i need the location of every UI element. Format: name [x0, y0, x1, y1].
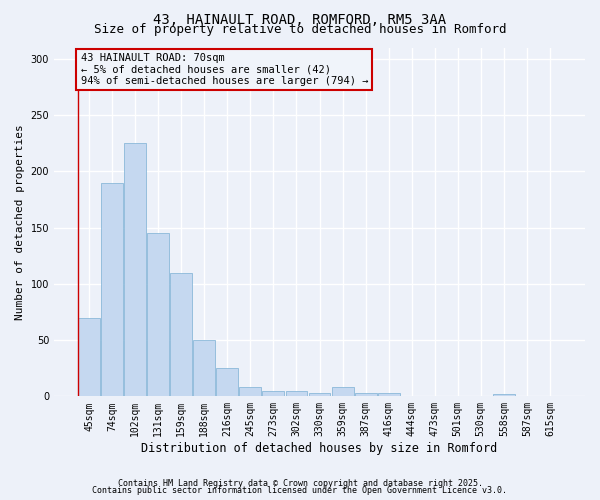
Text: 43, HAINAULT ROAD, ROMFORD, RM5 3AA: 43, HAINAULT ROAD, ROMFORD, RM5 3AA	[154, 12, 446, 26]
Text: 43 HAINAULT ROAD: 70sqm
← 5% of detached houses are smaller (42)
94% of semi-det: 43 HAINAULT ROAD: 70sqm ← 5% of detached…	[80, 52, 368, 86]
Bar	[101, 182, 123, 396]
Text: Size of property relative to detached houses in Romford: Size of property relative to detached ho…	[94, 22, 506, 36]
Bar	[332, 388, 353, 396]
Bar	[193, 340, 215, 396]
Bar	[355, 393, 377, 396]
Y-axis label: Number of detached properties: Number of detached properties	[15, 124, 25, 320]
Bar	[262, 390, 284, 396]
X-axis label: Distribution of detached houses by size in Romford: Distribution of detached houses by size …	[142, 442, 497, 455]
Bar	[377, 393, 400, 396]
Bar	[78, 318, 100, 396]
Text: Contains HM Land Registry data © Crown copyright and database right 2025.: Contains HM Land Registry data © Crown c…	[118, 478, 482, 488]
Bar	[217, 368, 238, 396]
Bar	[147, 233, 169, 396]
Bar	[239, 388, 262, 396]
Bar	[493, 394, 515, 396]
Bar	[124, 143, 146, 397]
Bar	[308, 393, 331, 396]
Text: Contains public sector information licensed under the Open Government Licence v3: Contains public sector information licen…	[92, 486, 508, 495]
Bar	[170, 272, 192, 396]
Bar	[286, 390, 307, 396]
